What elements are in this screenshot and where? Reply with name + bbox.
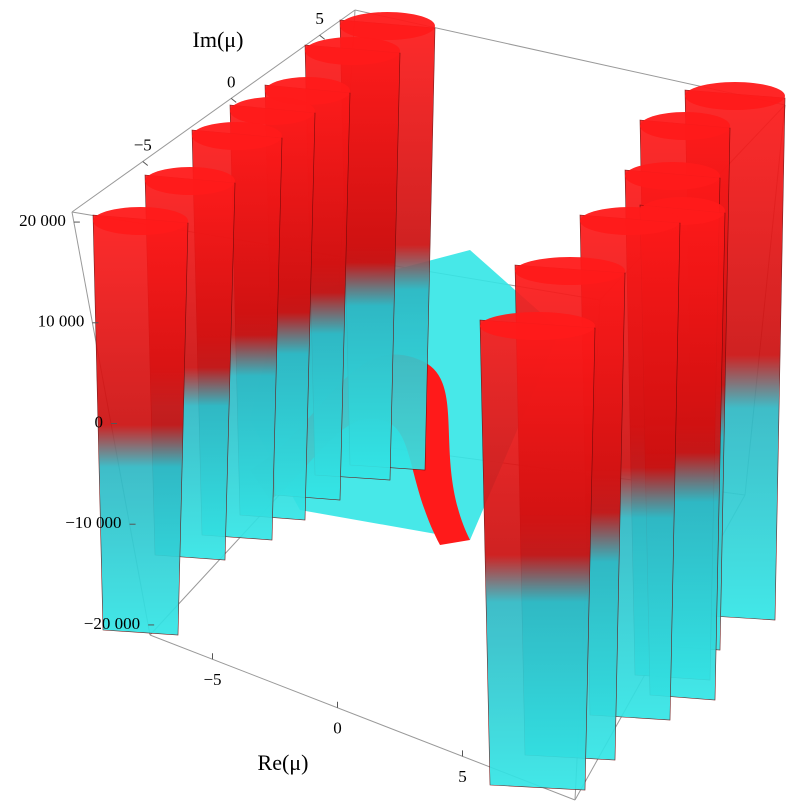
z-tick-label: 0: [95, 412, 104, 431]
box-edge: [71, 9, 356, 213]
surface-fin-top: [340, 12, 435, 40]
y-tick: [230, 97, 237, 103]
surface-fin-top: [640, 112, 730, 140]
surface-fin-top: [93, 207, 188, 235]
surface-fin-top: [145, 167, 235, 195]
surface-fin-top: [515, 257, 625, 285]
x-tick-label: 0: [333, 719, 342, 738]
z-tick-label: −20 000: [84, 614, 140, 633]
surface-fin-top: [480, 312, 595, 340]
x-tick-label: 5: [458, 767, 467, 786]
z-tick-label: 10 000: [38, 312, 85, 331]
surface-fin-top: [305, 37, 400, 65]
z-tick-label: −10 000: [65, 513, 121, 532]
y-axis-label: Im(μ): [193, 27, 244, 52]
x-axis-label: Re(μ): [258, 750, 309, 775]
surface-fin-top: [192, 122, 282, 150]
surface-fin-top: [580, 207, 680, 235]
y-tick-label: 5: [315, 9, 324, 28]
x-tick-label: −5: [203, 670, 221, 689]
y-tick-label: 0: [227, 72, 236, 91]
surface-fin-top: [230, 97, 315, 125]
y-tick: [142, 161, 149, 166]
y-tick: [319, 34, 325, 40]
z-tick-label: 20 000: [19, 211, 66, 230]
surface-fin: [92, 214, 189, 636]
axes: 20 000 10 000 0 −10 000 −20 000 −5 0 5 −5 0 5: [19, 9, 467, 786]
surface-fin: [479, 319, 596, 791]
surface-fin-top: [685, 82, 785, 110]
surface-fin-top: [625, 162, 720, 190]
surface: [92, 12, 786, 791]
y-tick-label: −5: [134, 135, 152, 154]
